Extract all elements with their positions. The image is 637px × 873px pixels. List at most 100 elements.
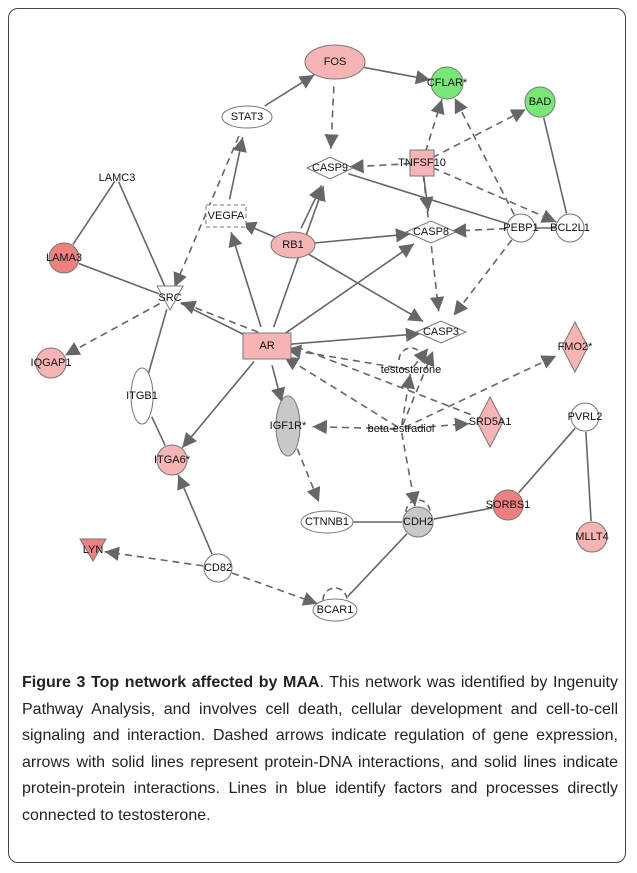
self-loop bbox=[322, 587, 348, 601]
node-label: beta-estradiol bbox=[368, 423, 435, 435]
edge bbox=[180, 302, 250, 338]
node-label: testosterone bbox=[381, 364, 442, 376]
node-label: SRC bbox=[158, 292, 181, 304]
node-label: FOS bbox=[324, 56, 347, 68]
node-shape bbox=[476, 395, 504, 449]
node-label: CTNNB1 bbox=[305, 516, 349, 528]
node-label: BCL2L1 bbox=[550, 222, 590, 234]
node-label: CASP3 bbox=[423, 326, 459, 338]
edge bbox=[424, 98, 445, 153]
node-label: MLLT4 bbox=[575, 531, 608, 543]
edge bbox=[454, 97, 515, 216]
edge bbox=[348, 173, 507, 225]
edge bbox=[312, 419, 398, 435]
node-shape bbox=[506, 213, 536, 243]
edge bbox=[286, 344, 408, 371]
edge bbox=[404, 417, 470, 432]
edge bbox=[228, 137, 247, 200]
caption-text: . This network was identified by Ingenui… bbox=[22, 674, 618, 824]
edge bbox=[286, 327, 421, 346]
edge bbox=[400, 373, 416, 426]
node-shape bbox=[570, 402, 600, 432]
node-label: SRD5A1 bbox=[469, 416, 512, 428]
edge bbox=[451, 223, 507, 238]
edge bbox=[173, 135, 240, 288]
node-shape bbox=[430, 66, 464, 100]
node-shape bbox=[492, 489, 524, 521]
node-label: BAD bbox=[529, 96, 552, 108]
network: FOS CFLAR* BAD STAT3 TNFSF10 CASP9 LAMC3 BCL2L1… bbox=[31, 44, 609, 622]
node-shape bbox=[404, 220, 458, 244]
edge bbox=[282, 243, 415, 336]
edge bbox=[400, 432, 420, 507]
node-shape bbox=[205, 204, 247, 228]
edge bbox=[64, 302, 161, 357]
node-label: TNFSF10 bbox=[398, 157, 446, 169]
caption: Figure 3 Top network affected by MAA. Th… bbox=[22, 670, 618, 829]
edge bbox=[308, 253, 424, 323]
edge bbox=[432, 108, 527, 159]
node-shape bbox=[561, 320, 589, 374]
node-shape bbox=[35, 347, 67, 379]
node-shape bbox=[576, 521, 608, 553]
node-label: LAMC3 bbox=[99, 172, 136, 184]
edge bbox=[181, 360, 255, 449]
node-shape bbox=[270, 231, 316, 259]
node-label: CASP9 bbox=[312, 162, 348, 174]
node-shape bbox=[221, 105, 273, 129]
edge bbox=[296, 448, 321, 503]
edge bbox=[422, 174, 445, 312]
node-shape bbox=[305, 156, 355, 180]
edge bbox=[433, 507, 493, 520]
edge bbox=[542, 117, 568, 214]
node-label: STAT3 bbox=[231, 111, 264, 123]
node-label: CD82 bbox=[204, 562, 232, 574]
edge bbox=[453, 239, 513, 317]
edge bbox=[401, 350, 435, 426]
nodes: FOS CFLAR* BAD STAT3 TNFSF10 CASP9 LAMC3 BCL2L1… bbox=[31, 44, 609, 622]
node-label: IQGAP1 bbox=[31, 357, 72, 369]
node-label: AR bbox=[259, 340, 274, 352]
edge bbox=[432, 166, 557, 223]
edge bbox=[151, 416, 166, 446]
edge bbox=[241, 221, 277, 239]
node-shape bbox=[300, 510, 354, 534]
edge bbox=[585, 431, 592, 522]
edge bbox=[412, 347, 429, 368]
node-shape bbox=[156, 444, 188, 476]
node-shape bbox=[304, 44, 366, 80]
node-label: CASP8 bbox=[413, 226, 449, 238]
node-shape bbox=[402, 506, 434, 538]
node-label: BCAR1 bbox=[317, 604, 354, 616]
caption-title: Figure 3 Top network affected by MAA bbox=[22, 674, 320, 691]
edge bbox=[349, 158, 411, 174]
edge bbox=[283, 355, 399, 428]
node-shape bbox=[203, 553, 233, 583]
edge bbox=[404, 355, 557, 429]
node-label: RB1 bbox=[282, 239, 303, 251]
node-shape bbox=[242, 332, 292, 360]
node-label: ITGA6* bbox=[154, 454, 191, 466]
node-label: VEGFA bbox=[208, 210, 245, 222]
edge bbox=[271, 365, 286, 403]
edge bbox=[231, 572, 318, 606]
edge bbox=[72, 180, 116, 246]
node-shape bbox=[414, 320, 468, 344]
node-label: LYN bbox=[83, 544, 104, 556]
node-label: IGF1R* bbox=[270, 420, 307, 432]
edge bbox=[147, 309, 168, 375]
edge bbox=[264, 74, 315, 107]
node-shape bbox=[130, 367, 154, 425]
node-shape bbox=[156, 285, 184, 312]
node-shape bbox=[555, 213, 585, 243]
node-shape bbox=[79, 538, 107, 562]
edge bbox=[324, 86, 339, 149]
edge bbox=[311, 228, 411, 245]
edge bbox=[177, 474, 213, 555]
node-label: PVRL2 bbox=[568, 411, 603, 423]
self-loop bbox=[398, 347, 424, 361]
edge bbox=[78, 262, 160, 295]
edge bbox=[358, 65, 431, 85]
figure-frame bbox=[8, 8, 626, 863]
node-shape bbox=[275, 395, 301, 457]
